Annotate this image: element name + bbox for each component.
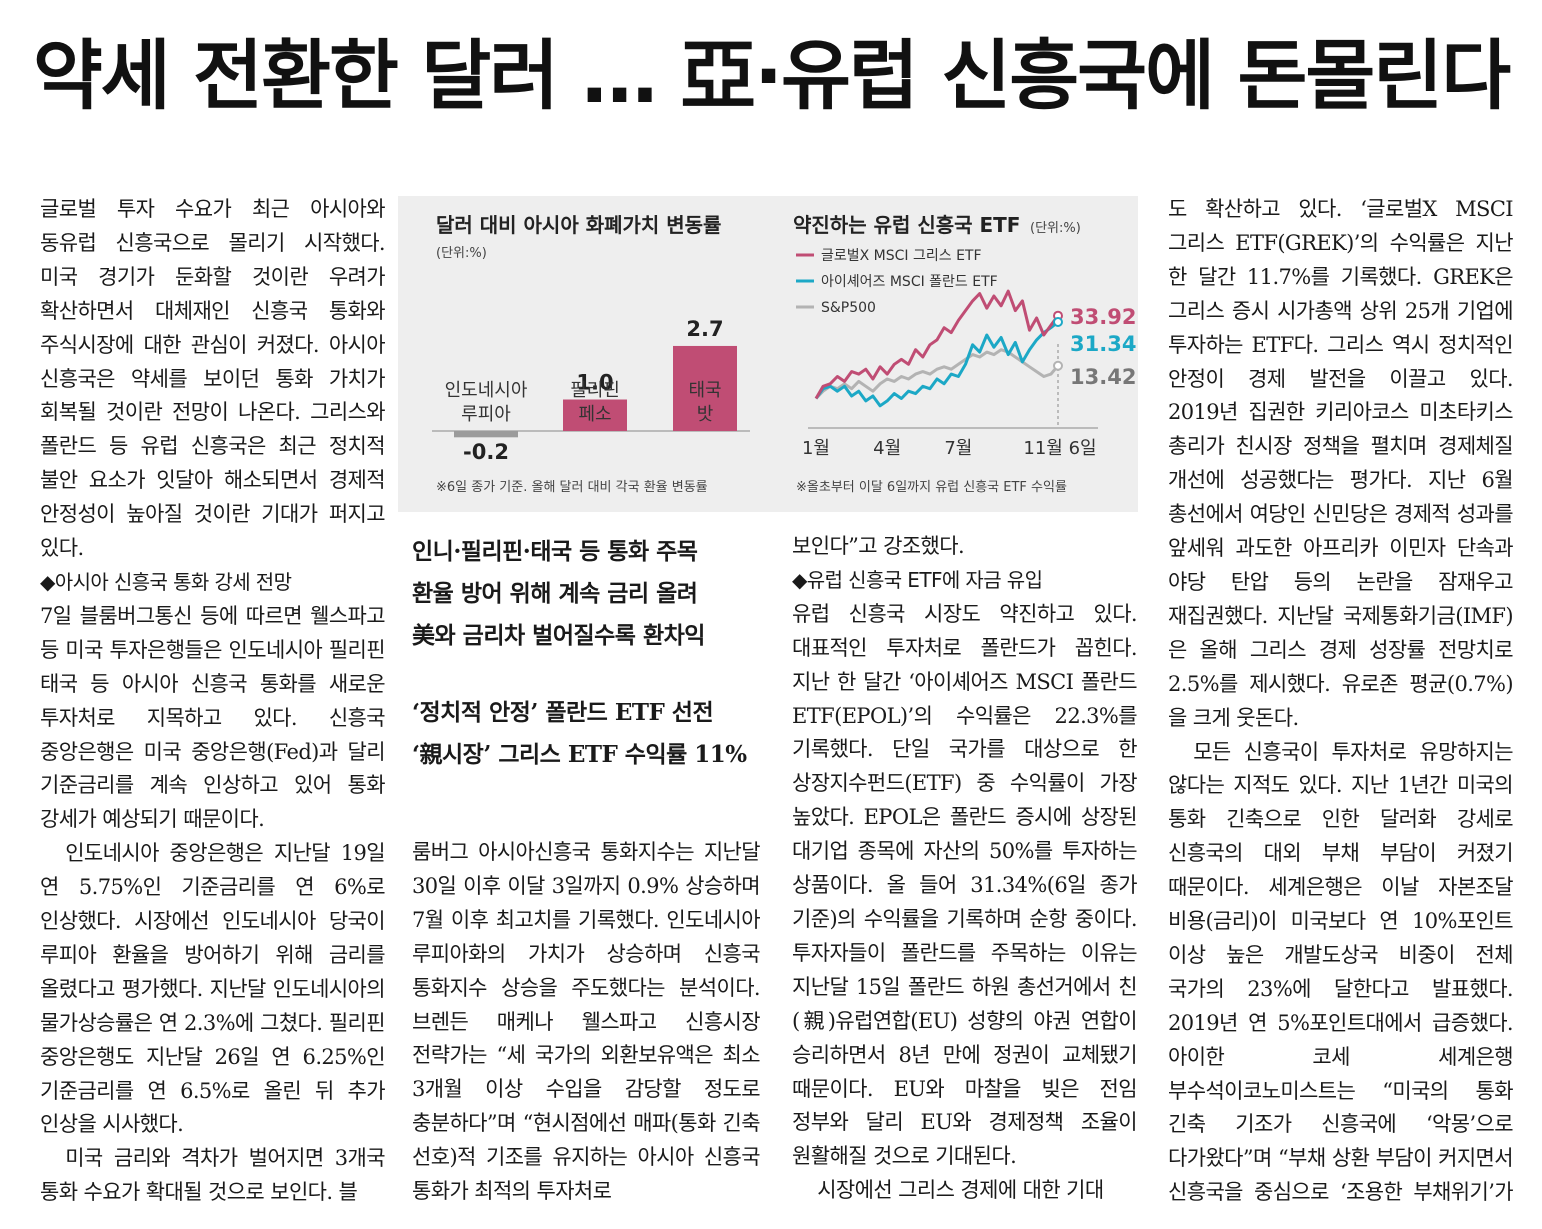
paragraph: 시장에선 그리스 경제에 대한 기대 bbox=[817, 1178, 1104, 1203]
series-end-label: 13.42 bbox=[1070, 365, 1136, 389]
headline: 약세 전환한 달러 … 亞·유럽 신흥국에 돈몰린다 bbox=[32, 31, 1511, 120]
x-tick-label: 4월 bbox=[873, 438, 901, 459]
bar-category-label: 루피아 bbox=[461, 404, 511, 425]
legend-label: 글로벌X MSCI 그리스 ETF bbox=[821, 248, 982, 264]
bar-category-label: 태국 bbox=[688, 380, 721, 401]
deck-line: ‘정치적 안정’ 폴란드 ETF 선전 bbox=[412, 699, 714, 726]
bar-value-label: 1.0 bbox=[576, 371, 613, 395]
deck-line: ‘親시장’ 그리스 ETF 수익률 11% bbox=[412, 741, 747, 768]
paragraph: 인도네시아 중앙은행은 지난달 19일 연 5.75%인 기준금리를 연 6%로… bbox=[40, 841, 385, 1137]
series-end-label: 33.92 bbox=[1070, 305, 1136, 329]
bar-chart-unit: (단위:%) bbox=[436, 246, 487, 261]
paragraph: 유럽 신흥국 시장도 약진하고 있다. 대표적인 투자처로 폴란드가 꼽힌다. … bbox=[792, 601, 1137, 1169]
deck-line: 환율 방어 위해 계속 금리 올려 bbox=[412, 580, 698, 607]
legend-label: 아이셰어즈 MSCI 폴란드 ETF bbox=[821, 274, 998, 290]
bar-value-label: 2.7 bbox=[686, 317, 723, 341]
bar-chart-note: ※6일 종가 기준. 올해 달러 대비 각국 환율 변동률 bbox=[436, 480, 708, 495]
line-chart-note: ※올초부터 이달 6일까지 유럽 신흥국 ETF 수익률 bbox=[796, 480, 1067, 495]
section-subheading: ◆아시아 신흥국 통화 강세 전망 bbox=[40, 569, 292, 594]
europe-etf-line-chart: 약진하는 유럽 신흥국 ETF (단위:%) ※올초부터 이달 6일까지 유럽 … bbox=[793, 213, 1136, 495]
series-line bbox=[814, 320, 1059, 408]
x-tick-label: 11월 6일 bbox=[1023, 438, 1096, 459]
paragraph: 보인다”고 강조했다. bbox=[792, 534, 965, 558]
bar-category-label: 필리핀 bbox=[570, 380, 620, 401]
infographic-svg: 달러 대비 아시아 화폐가치 변동률 (단위:%) ※6일 종가 기준. 올해 … bbox=[432, 213, 1136, 495]
paragraph: 모든 신흥국이 투자처로 유망하지는 않다는 지적도 있다. 지난 1년간 미국… bbox=[1168, 739, 1513, 1205]
bar bbox=[454, 431, 518, 438]
paragraph: 미국 금리와 격차가 벌어지면 3개국 통화 수요가 확대될 것으로 보인다. … bbox=[40, 1146, 385, 1205]
section-subheading: ◆유럽 신흥국 ETF에 자금 유입 bbox=[792, 567, 1043, 592]
x-tick-label: 1월 bbox=[802, 438, 830, 459]
article-column-1: 글로벌 투자 수요가 최근 아시아와 동유럽 신흥국으로 몰리기 시작했다. 미… bbox=[40, 193, 385, 1205]
deck-line: 美와 금리차 벌어질수록 환차익 bbox=[412, 622, 705, 649]
bar-category-label: 밧 bbox=[697, 404, 714, 425]
series-line bbox=[814, 348, 1060, 400]
deck-line: 인니·필리핀·태국 등 통화 주목 bbox=[412, 538, 698, 565]
paragraph: 7일 블룸버그통신 등에 따르면 웰스파고 등 미국 투자은행들은 인도네시아 … bbox=[40, 603, 385, 832]
series-end-label: 31.34 bbox=[1070, 332, 1136, 356]
x-tick-label: 7월 bbox=[944, 438, 972, 459]
paragraph: 도 확산하고 있다. ‘글로벌X MSCI 그리스 ETF(GREK)’의 수익… bbox=[1168, 197, 1513, 730]
series-end-marker bbox=[1053, 317, 1063, 328]
series-end-marker bbox=[1053, 360, 1063, 371]
deck-headline-2: ‘정치적 안정’ 폴란드 ETF 선전 ‘親시장’ 그리스 ETF 수익률 11… bbox=[412, 692, 772, 776]
deck-headline-1: 인니·필리핀·태국 등 통화 주목 환율 방어 위해 계속 금리 올려 美와 금… bbox=[412, 531, 772, 657]
paragraph: 룸버그 아시아신흥국 통화지수는 지난달 30일 이후 이달 3일까지 0.9%… bbox=[412, 840, 760, 1204]
bar-value-label: -0.2 bbox=[463, 440, 509, 464]
bar-chart-title: 달러 대비 아시아 화폐가치 변동률 bbox=[436, 213, 721, 237]
bar bbox=[563, 399, 627, 431]
line-chart-unit: (단위:%) bbox=[1030, 221, 1081, 236]
infographic-box: 달러 대비 아시아 화폐가치 변동률 (단위:%) ※6일 종가 기준. 올해 … bbox=[398, 196, 1138, 512]
line-chart-title: 약진하는 유럽 신흥국 ETF bbox=[793, 213, 1020, 237]
legend-label: S&P500 bbox=[821, 300, 876, 316]
series-line bbox=[814, 289, 1060, 400]
bar-category-label: 페소 bbox=[578, 404, 611, 425]
paragraph: 글로벌 투자 수요가 최근 아시아와 동유럽 신흥국으로 몰리기 시작했다. 미… bbox=[40, 197, 385, 561]
bar-category-label: 인도네시아 bbox=[445, 380, 528, 401]
article-column-2: 룸버그 아시아신흥국 통화지수는 지난달 30일 이후 이달 3일까지 0.9%… bbox=[412, 836, 760, 1208]
asia-currency-bar-chart: 달러 대비 아시아 화폐가치 변동률 (단위:%) ※6일 종가 기준. 올해 … bbox=[432, 213, 750, 495]
article-column-4: 도 확산하고 있다. ‘글로벌X MSCI 그리스 ETF(GREK)’의 수익… bbox=[1168, 193, 1513, 1205]
bar bbox=[673, 345, 737, 431]
